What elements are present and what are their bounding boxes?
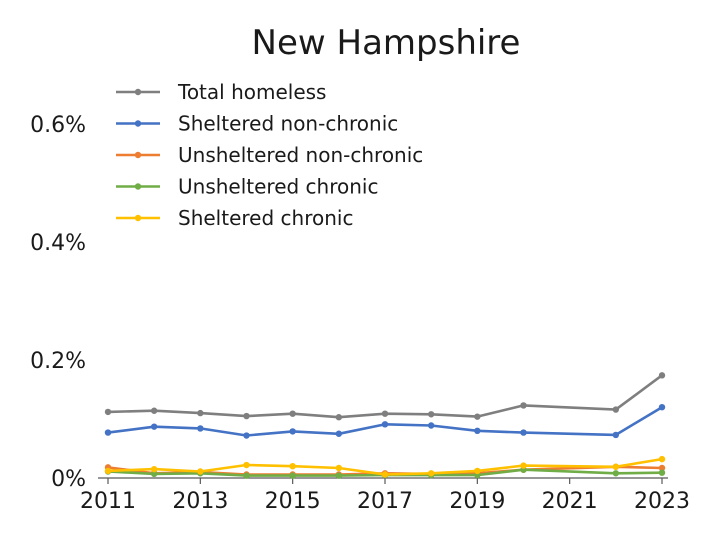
series-lines xyxy=(104,372,666,479)
legend-label: Unsheltered non-chronic xyxy=(178,143,423,167)
data-point xyxy=(520,402,527,409)
data-point xyxy=(243,461,250,469)
data-point xyxy=(289,463,296,470)
data-point xyxy=(612,463,620,470)
data-point xyxy=(289,472,296,479)
series-line-total-homeless xyxy=(107,374,663,419)
data-point xyxy=(289,428,296,435)
data-point xyxy=(427,470,435,477)
data-point xyxy=(658,469,666,476)
legend-item-sheltered-non-chronic: Sheltered non-chronic xyxy=(116,112,398,136)
x-tick-label: 2011 xyxy=(80,489,136,514)
legend-swatch-marker xyxy=(134,183,142,190)
data-point xyxy=(150,465,158,473)
data-point xyxy=(104,467,112,475)
y-tick-label: 0.2% xyxy=(30,349,86,374)
legend-item-total-homeless: Total homeless xyxy=(116,80,326,104)
data-point xyxy=(197,409,204,417)
data-point xyxy=(474,427,481,434)
legend-swatch-marker xyxy=(134,151,142,159)
data-point xyxy=(381,471,389,478)
data-point xyxy=(104,429,112,436)
x-tick-label: 2023 xyxy=(634,489,690,514)
x-tick-label: 2013 xyxy=(172,489,228,514)
x-tick-label: 2017 xyxy=(357,489,413,514)
data-point xyxy=(520,462,527,469)
legend-swatch-marker xyxy=(134,120,142,127)
data-point xyxy=(243,472,250,479)
data-point xyxy=(335,430,343,437)
data-point xyxy=(150,423,158,430)
data-point xyxy=(474,413,481,420)
data-point xyxy=(381,410,389,417)
y-tick-label: 0% xyxy=(51,467,86,492)
y-tick-label: 0.4% xyxy=(30,231,86,256)
data-point xyxy=(150,407,158,414)
data-point xyxy=(474,467,481,475)
legend: Total homeless Sheltered non-chronic Unshe… xyxy=(116,80,423,230)
data-point xyxy=(658,404,666,411)
data-point xyxy=(243,412,250,420)
series-sheltered-non-chronic xyxy=(104,404,666,439)
data-point xyxy=(243,432,250,439)
data-point xyxy=(335,464,343,472)
legend-label: Unsheltered chronic xyxy=(178,175,378,199)
x-tick-label: 2019 xyxy=(449,489,505,514)
data-point xyxy=(335,414,343,421)
series-line-sheltered-chronic xyxy=(107,457,663,476)
data-point xyxy=(612,470,620,477)
data-point xyxy=(381,421,389,428)
legend-item-unsheltered-chronic: Unsheltered chronic xyxy=(116,175,378,199)
data-point xyxy=(658,372,666,379)
data-point xyxy=(658,464,666,472)
x-axis-ticks: 2011 2013 2015 2017 2019 2021 2023 xyxy=(80,478,690,514)
data-point xyxy=(197,425,204,432)
legend-swatch-marker xyxy=(134,88,142,96)
series-total-homeless xyxy=(104,372,666,421)
series-line-sheltered-non-chronic xyxy=(107,406,663,437)
data-point xyxy=(197,468,204,475)
legend-label: Sheltered non-chronic xyxy=(178,112,398,136)
legend-item-sheltered-chronic: Sheltered chronic xyxy=(116,206,353,230)
legend-label: Sheltered chronic xyxy=(178,206,353,230)
series-line-unsheltered-chronic xyxy=(107,468,663,477)
legend-swatch-marker xyxy=(134,214,142,222)
data-point xyxy=(427,422,435,429)
data-point xyxy=(612,406,620,413)
data-point xyxy=(658,455,666,463)
y-axis-tick-labels: 0% 0.2% 0.4% 0.6% xyxy=(30,113,86,492)
chart-title: New Hampshire xyxy=(252,23,521,63)
legend-label: Total homeless xyxy=(177,80,326,104)
data-point xyxy=(520,429,527,436)
series-sheltered-chronic xyxy=(104,455,666,478)
data-point xyxy=(104,408,112,416)
data-point xyxy=(150,470,158,478)
legend-item-unsheltered-non-chronic: Unsheltered non-chronic xyxy=(116,143,423,167)
data-point xyxy=(427,411,435,418)
data-point xyxy=(335,472,343,479)
x-tick-label: 2015 xyxy=(265,489,321,514)
x-tick-label: 2021 xyxy=(542,489,598,514)
data-point xyxy=(612,431,620,439)
y-tick-label: 0.6% xyxy=(30,113,86,138)
data-point xyxy=(289,410,296,417)
